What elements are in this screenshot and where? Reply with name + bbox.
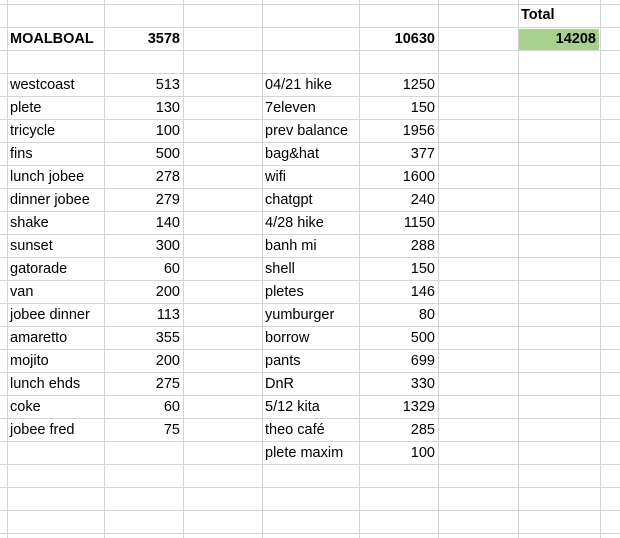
item-label-cell[interactable]: 7eleven: [265, 100, 316, 116]
item-value-cell[interactable]: 513: [155, 77, 180, 93]
item-value-cell[interactable]: 75: [163, 422, 180, 438]
item-label-cell[interactable]: shell: [265, 261, 295, 277]
item-label-cell[interactable]: 04/21 hike: [265, 77, 332, 93]
item-value-cell[interactable]: 1250: [402, 77, 435, 93]
grand-total-cell[interactable]: 14208: [519, 29, 599, 50]
item-value-cell[interactable]: 278: [155, 169, 180, 185]
right-sum-cell[interactable]: 10630: [394, 31, 435, 47]
item-value-cell[interactable]: 275: [155, 376, 180, 392]
item-value-cell[interactable]: 699: [410, 353, 435, 369]
item-label-cell[interactable]: lunch ehds: [10, 376, 81, 392]
item-value-cell[interactable]: 150: [410, 261, 435, 277]
item-label-cell[interactable]: plete: [10, 100, 42, 116]
item-value-cell[interactable]: 60: [163, 261, 180, 277]
item-label-cell[interactable]: borrow: [265, 330, 310, 346]
item-label-cell[interactable]: mojito: [10, 353, 49, 369]
item-label-cell[interactable]: coke: [10, 399, 41, 415]
item-label-cell[interactable]: theo café: [265, 422, 325, 438]
item-value-cell[interactable]: 500: [155, 146, 180, 162]
item-value-cell[interactable]: 100: [155, 123, 180, 139]
item-label-cell[interactable]: gatorade: [10, 261, 68, 277]
item-value-cell[interactable]: 146: [410, 284, 435, 300]
item-label-cell[interactable]: sunset: [10, 238, 53, 254]
item-label-cell[interactable]: bag&hat: [265, 146, 320, 162]
item-label-cell[interactable]: banh mi: [265, 238, 317, 254]
item-value-cell[interactable]: 355: [155, 330, 180, 346]
item-value-cell[interactable]: 200: [155, 353, 180, 369]
item-value-cell[interactable]: 200: [155, 284, 180, 300]
item-label-cell[interactable]: lunch jobee: [10, 169, 85, 185]
item-value-cell[interactable]: 279: [155, 192, 180, 208]
item-label-cell[interactable]: wifi: [265, 169, 286, 185]
item-value-cell[interactable]: 288: [410, 238, 435, 254]
item-label-cell[interactable]: dinner jobee: [10, 192, 90, 208]
item-value-cell[interactable]: 1329: [402, 399, 435, 415]
item-label-cell[interactable]: jobee dinner: [10, 307, 90, 323]
item-label-cell[interactable]: shake: [10, 215, 49, 231]
item-label-cell[interactable]: 5/12 kita: [265, 399, 320, 415]
item-label-cell[interactable]: tricycle: [10, 123, 56, 139]
item-value-cell[interactable]: 330: [410, 376, 435, 392]
item-value-cell[interactable]: 500: [410, 330, 435, 346]
item-value-cell[interactable]: 1956: [402, 123, 435, 139]
item-value-cell[interactable]: 113: [156, 307, 180, 323]
item-value-cell[interactable]: 285: [410, 422, 435, 438]
item-value-cell[interactable]: 100: [410, 445, 435, 461]
item-label-cell[interactable]: plete maxim: [265, 445, 344, 461]
item-label-cell[interactable]: chatgpt: [265, 192, 313, 208]
item-value-cell[interactable]: 80: [418, 307, 435, 323]
item-value-cell[interactable]: 240: [410, 192, 435, 208]
item-value-cell[interactable]: 60: [163, 399, 180, 415]
item-label-cell[interactable]: pants: [265, 353, 301, 369]
item-value-cell[interactable]: 377: [410, 146, 435, 162]
total-header-cell[interactable]: Total: [521, 7, 555, 23]
item-label-cell[interactable]: jobee fred: [10, 422, 75, 438]
title-cell[interactable]: MOALBOAL: [10, 31, 94, 47]
item-label-cell[interactable]: van: [10, 284, 34, 300]
item-value-cell[interactable]: 1600: [402, 169, 435, 185]
item-label-cell[interactable]: DnR: [265, 376, 295, 392]
item-value-cell[interactable]: 140: [155, 215, 180, 231]
item-label-cell[interactable]: 4/28 hike: [265, 215, 324, 231]
item-value-cell[interactable]: 150: [410, 100, 435, 116]
item-label-cell[interactable]: westcoast: [10, 77, 75, 93]
item-value-cell[interactable]: 130: [155, 100, 180, 116]
item-label-cell[interactable]: prev balance: [265, 123, 349, 139]
item-label-cell[interactable]: yumburger: [265, 307, 335, 323]
item-label-cell[interactable]: pletes: [265, 284, 304, 300]
item-value-cell[interactable]: 300: [155, 238, 180, 254]
left-sum-cell[interactable]: 3578: [147, 31, 180, 47]
item-label-cell[interactable]: amaretto: [10, 330, 68, 346]
item-label-cell[interactable]: fins: [10, 146, 33, 162]
item-value-cell[interactable]: 1150: [403, 215, 435, 231]
